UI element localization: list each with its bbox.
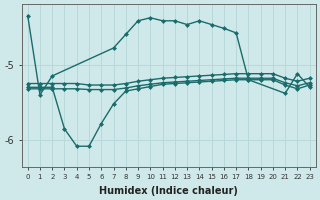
X-axis label: Humidex (Indice chaleur): Humidex (Indice chaleur)	[99, 186, 238, 196]
